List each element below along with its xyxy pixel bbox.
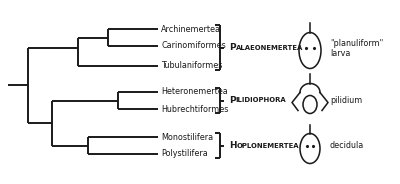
Text: Monostilifera: Monostilifera — [161, 132, 213, 141]
Text: Carinomiformes: Carinomiformes — [161, 42, 226, 50]
Text: Tubulaniformes: Tubulaniformes — [161, 61, 222, 70]
Text: Archinemertea: Archinemertea — [161, 24, 221, 33]
Text: Polystilifera: Polystilifera — [161, 149, 208, 158]
Text: P: P — [229, 96, 236, 105]
Text: decidula: decidula — [330, 141, 364, 150]
Text: OPLONEMERTEA: OPLONEMERTEA — [236, 142, 299, 148]
Text: P: P — [229, 43, 236, 52]
Text: "planuliform": "planuliform" — [330, 39, 383, 48]
Text: larva: larva — [330, 49, 350, 58]
Text: Hubrechtiformes: Hubrechtiformes — [161, 105, 228, 114]
Text: ALAEONEMERTEA: ALAEONEMERTEA — [236, 45, 303, 50]
Text: pilidium: pilidium — [330, 96, 362, 105]
Text: Heteronemertea: Heteronemertea — [161, 88, 228, 96]
Text: ILIDIOPHORA: ILIDIOPHORA — [236, 98, 286, 103]
Text: H: H — [229, 141, 236, 150]
